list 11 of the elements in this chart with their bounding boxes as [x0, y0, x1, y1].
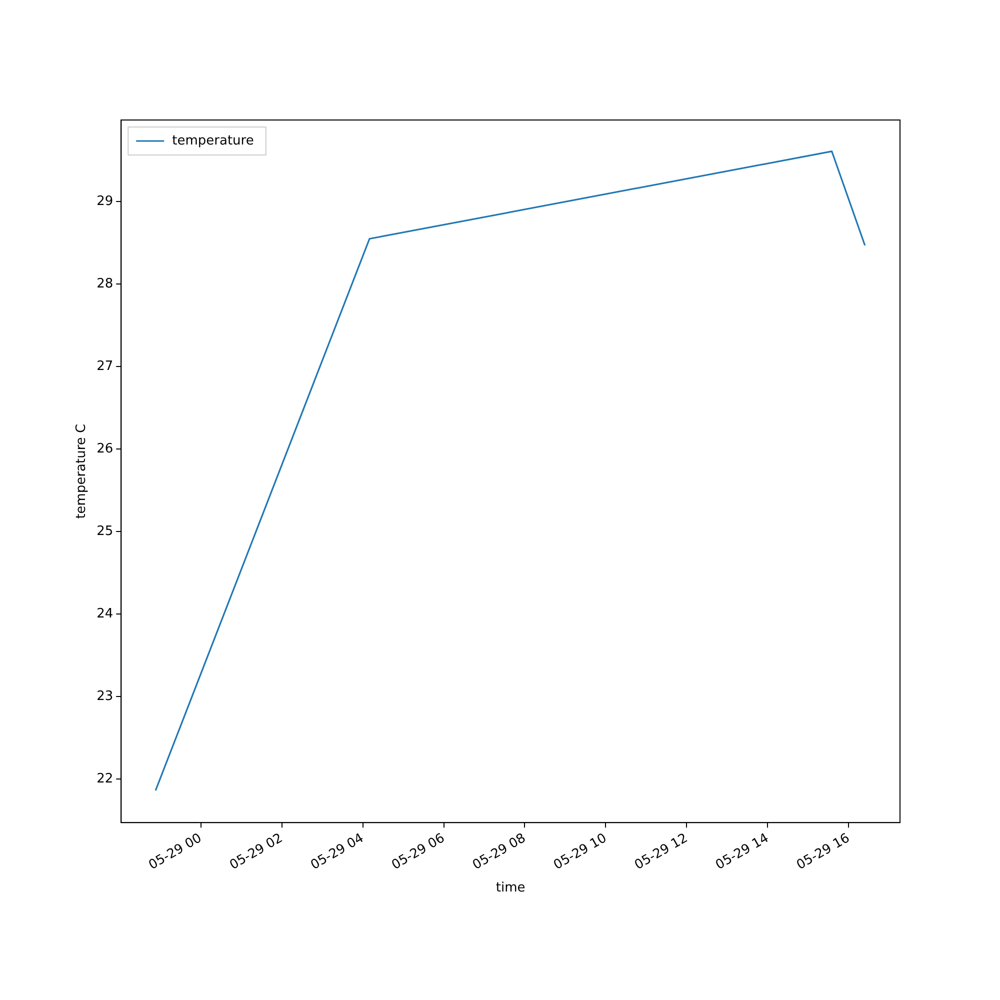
y-tick-label: 26 — [96, 441, 114, 456]
y-tick-label: 29 — [96, 194, 114, 210]
x-axis-title: time — [496, 880, 526, 896]
y-tick-label: 24 — [96, 606, 114, 622]
y-tick-label: 22 — [96, 771, 114, 786]
y-tick-label: 23 — [96, 688, 114, 704]
y-axis-title: temperature C — [74, 424, 90, 519]
y-tick-label: 25 — [96, 524, 114, 539]
y-tick-label: 28 — [96, 276, 114, 292]
y-tick-label: 27 — [96, 358, 114, 374]
legend-label: temperature — [172, 133, 254, 148]
